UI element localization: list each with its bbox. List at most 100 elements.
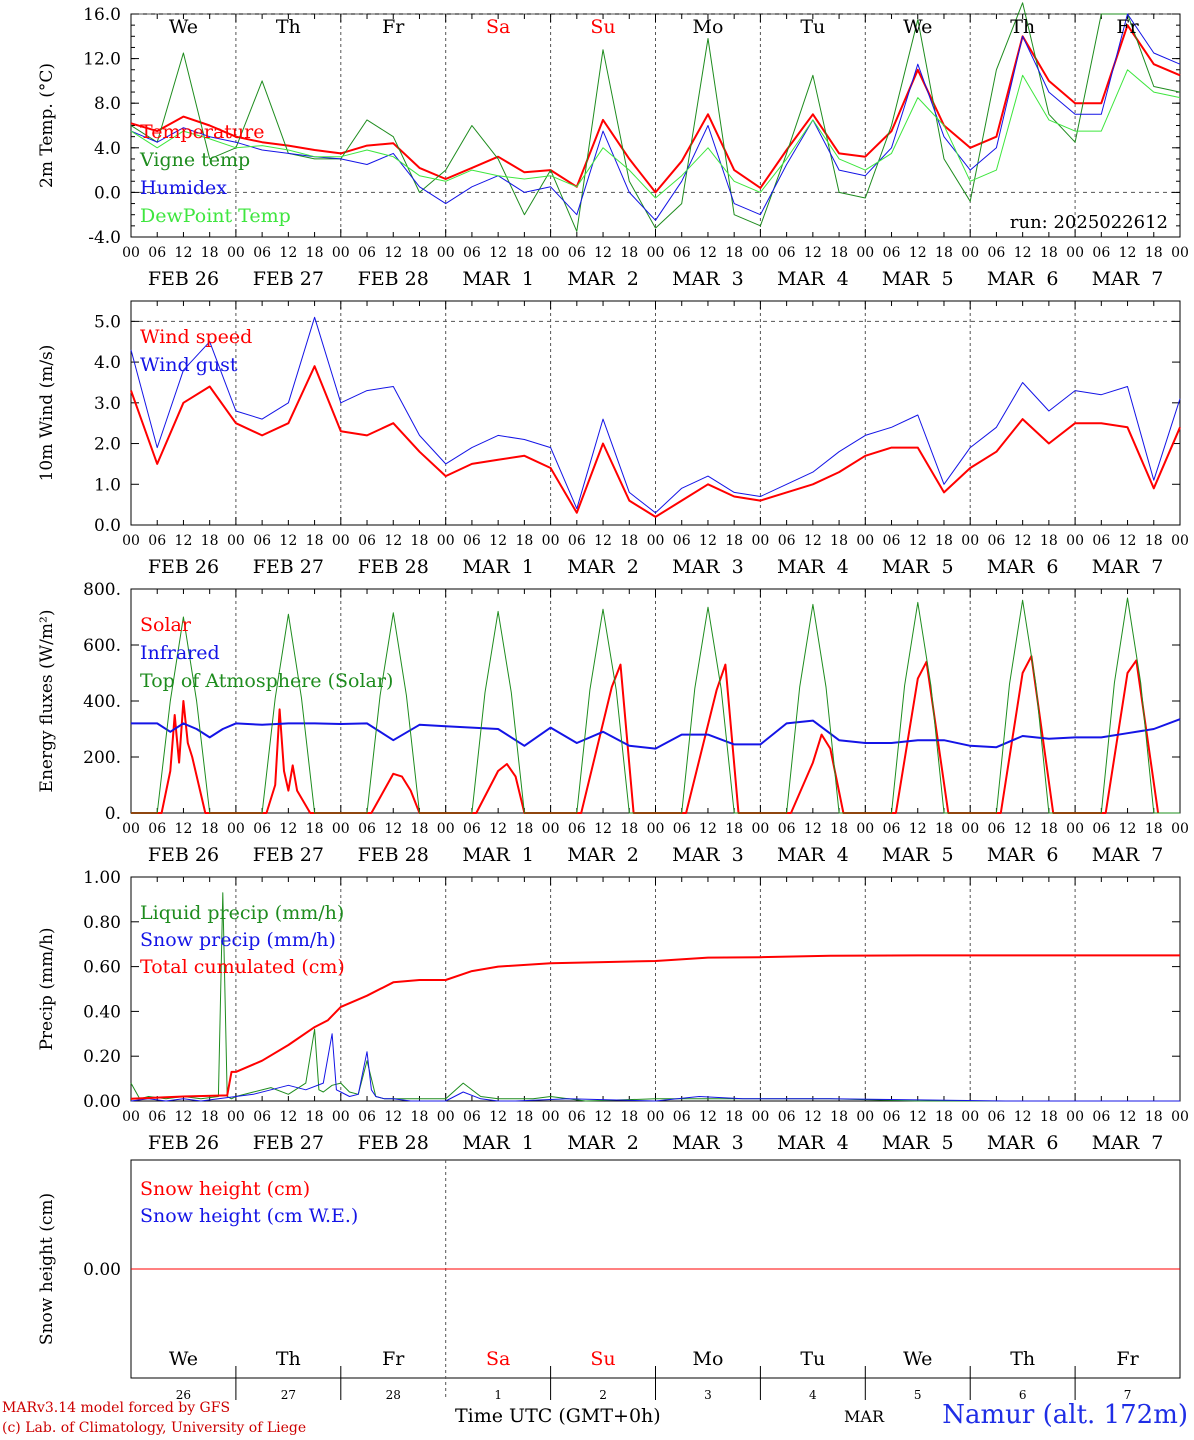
hour-label: 18 (1040, 821, 1058, 837)
hour-label: 00 (437, 1109, 455, 1125)
hour-label: 00 (437, 821, 455, 837)
hour-label: 06 (358, 245, 376, 261)
day-name-bottom: Tu (800, 1348, 825, 1370)
hour-label: 06 (358, 1109, 376, 1125)
hour-label: 00 (751, 1109, 769, 1125)
series-infrared (131, 718, 1181, 750)
hour-label: 18 (725, 1109, 743, 1125)
hour-label: 00 (227, 533, 245, 549)
y-tick-label: 5.0 (94, 312, 121, 332)
hour-label: 12 (1014, 533, 1032, 549)
hour-label: 18 (306, 821, 324, 837)
hour-label: 18 (1145, 821, 1163, 837)
hour-label: 12 (489, 1109, 507, 1125)
date-label: FEB 28 (358, 556, 429, 578)
hour-label: 12 (909, 245, 927, 261)
day-name-bottom: Fr (1116, 1348, 1139, 1370)
hour-label: 18 (515, 821, 533, 837)
hour-label: 00 (961, 1109, 979, 1125)
hour-label: 06 (568, 245, 586, 261)
series-dewpoint-temp (130, 69, 1181, 199)
day-name: We (169, 16, 198, 38)
hour-label: 12 (279, 245, 297, 261)
series-vigne-temp (130, 2, 1181, 232)
y-tick-label: 1.00 (83, 868, 121, 888)
hour-label: 06 (1092, 821, 1110, 837)
date-label: MAR 6 (987, 556, 1059, 578)
hour-label: 12 (489, 821, 507, 837)
hour-label: 18 (1040, 245, 1058, 261)
hour-label: 12 (594, 821, 612, 837)
hour-label: 12 (279, 533, 297, 549)
hour-label: 12 (1119, 821, 1137, 837)
date-label: MAR 4 (777, 1132, 849, 1154)
date-label: FEB 26 (148, 1132, 219, 1154)
date-label: MAR 2 (567, 556, 639, 578)
hour-label: 00 (1066, 821, 1084, 837)
model-credit: MARv3.14 model forced by GFS (2, 1400, 231, 1416)
date-label: MAR 5 (882, 268, 954, 290)
hour-label: 18 (411, 1109, 429, 1125)
hour-label: 18 (1145, 533, 1163, 549)
hour-label: 06 (883, 821, 901, 837)
hour-label: 06 (358, 821, 376, 837)
y-tick-label: 400. (83, 692, 121, 712)
hour-label: 12 (804, 533, 822, 549)
hour-label: 00 (122, 1109, 140, 1125)
y-tick-label: 0.00 (83, 1092, 121, 1112)
hour-label: 00 (856, 245, 874, 261)
hour-label: 18 (1040, 533, 1058, 549)
legend-dewpoint-temp: DewPoint Temp (140, 205, 291, 227)
hour-label: 06 (883, 533, 901, 549)
hour-label: 12 (279, 821, 297, 837)
series-top-of-atmosphere-solar- (131, 597, 1180, 814)
day-number: 28 (386, 1388, 401, 1400)
hour-label: 00 (227, 245, 245, 261)
y-axis-title: Precip (mm/h) (37, 927, 57, 1050)
hour-label: 00 (647, 533, 665, 549)
hour-label: 06 (673, 1109, 691, 1125)
hour-label: 00 (1066, 533, 1084, 549)
series-temperature (130, 24, 1181, 194)
hour-label: 06 (253, 533, 271, 549)
hour-label: 18 (830, 245, 848, 261)
hour-label: 12 (175, 821, 193, 837)
date-label: FEB 27 (253, 1132, 324, 1154)
hour-label: 06 (988, 821, 1006, 837)
hour-label: 18 (725, 245, 743, 261)
hour-label: 12 (804, 245, 822, 261)
hour-label: 06 (883, 245, 901, 261)
hour-label: 00 (751, 821, 769, 837)
hour-label: 06 (673, 821, 691, 837)
legend-snow-height-cm-: Snow height (cm) (140, 1178, 310, 1200)
panel-3: 0. 200. 400. 600. 800. Energy fluxes (W/m²) 00… (37, 580, 1189, 866)
hour-label: 00 (332, 1109, 350, 1125)
hour-label: 06 (883, 1109, 901, 1125)
legend-vigne-temp: Vigne temp (139, 149, 250, 171)
hour-label: 12 (909, 821, 927, 837)
legend-snow-precip-mm-h-: Snow precip (mm/h) (140, 929, 336, 951)
date-label: FEB 28 (358, 1132, 429, 1154)
date-label: MAR 1 (462, 844, 534, 866)
date-label: FEB 27 (253, 556, 324, 578)
hour-label: 18 (1145, 245, 1163, 261)
hour-label: 18 (1040, 1109, 1058, 1125)
hour-label: 00 (647, 821, 665, 837)
hour-label: 18 (515, 245, 533, 261)
hour-label: 12 (594, 245, 612, 261)
hour-label: 06 (673, 533, 691, 549)
hour-label: 18 (201, 821, 219, 837)
legend-top-of-atmosphere-solar-: Top of Atmosphere (Solar) (140, 670, 393, 692)
y-tick-label: 0.60 (83, 958, 121, 978)
day-name: Th (1010, 16, 1035, 38)
legend-total-cumulated-cm-: Total cumulated (cm) (140, 956, 345, 978)
hour-label: 12 (909, 533, 927, 549)
day-name-bottom: We (169, 1348, 198, 1370)
day-name-bottom: Su (590, 1348, 615, 1370)
date-label: MAR 5 (882, 556, 954, 578)
hour-label: 12 (384, 533, 402, 549)
legend-snow-height-cm-w-e-: Snow height (cm W.E.) (140, 1205, 358, 1227)
hour-label: 00 (856, 1109, 874, 1125)
hour-label: 06 (778, 821, 796, 837)
plot-frame (130, 300, 1181, 526)
